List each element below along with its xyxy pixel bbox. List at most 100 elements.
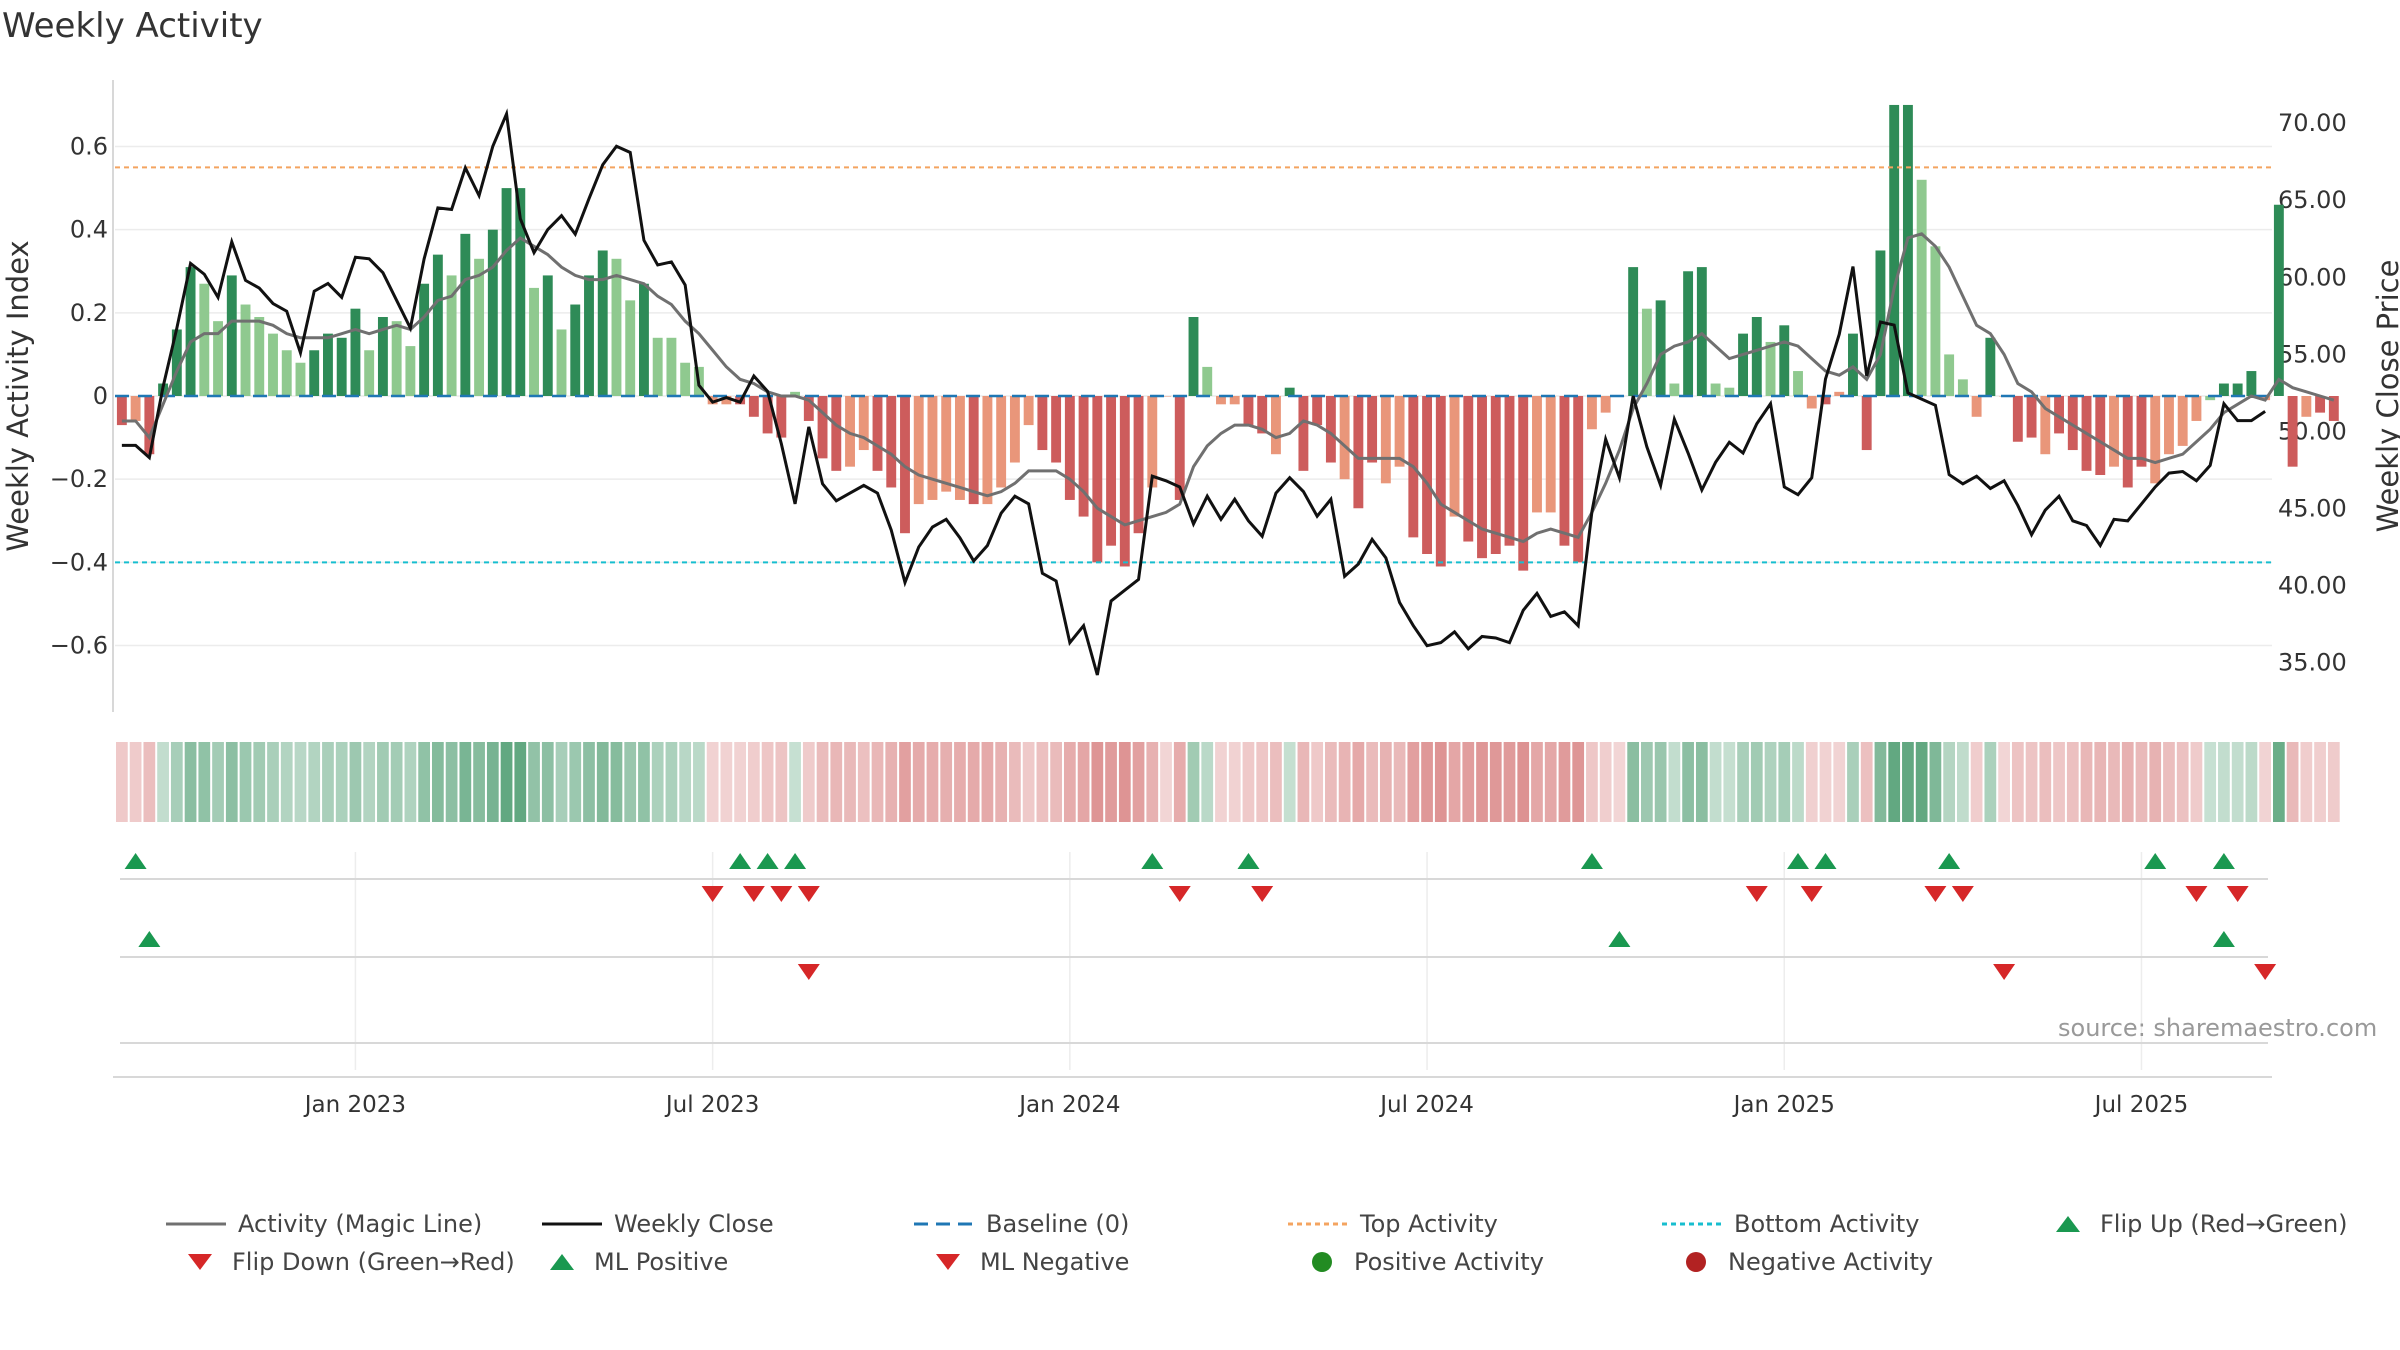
activity-strip-cell bbox=[1311, 742, 1324, 822]
legend-item-ml-positive: ML Positive bbox=[542, 1244, 728, 1280]
circle-icon bbox=[1686, 1252, 1706, 1272]
activity-bar bbox=[309, 350, 320, 396]
activity-bar bbox=[900, 396, 910, 534]
activity-bar bbox=[487, 229, 498, 396]
activity-strip-cell bbox=[981, 742, 994, 822]
activity-strip-cell bbox=[1737, 742, 1749, 822]
x-tick-label: Jan 2023 bbox=[303, 1092, 406, 1118]
activity-bar bbox=[446, 275, 457, 396]
flip-down-marker bbox=[701, 886, 724, 902]
legend-item-baseline: Baseline (0) bbox=[914, 1206, 1129, 1242]
activity-bar bbox=[144, 396, 155, 455]
activity-strip-cell bbox=[747, 742, 760, 822]
activity-strip-cell bbox=[2286, 742, 2299, 822]
activity-strip-cell bbox=[1050, 742, 1062, 822]
activity-strip-cell bbox=[624, 742, 637, 822]
activity-strip-cell bbox=[212, 742, 224, 822]
activity-strip-cell bbox=[528, 742, 540, 822]
activity-bar bbox=[556, 329, 567, 396]
activity-strip-cell bbox=[734, 742, 746, 822]
activity-strip-cell bbox=[1902, 742, 1914, 822]
flip-up-marker bbox=[1141, 853, 1164, 869]
activity-strip-cell bbox=[1256, 742, 1269, 822]
activity-bar bbox=[1161, 396, 1171, 397]
flip-down-marker bbox=[1251, 886, 1274, 902]
y-tick-label: 0.2 bbox=[70, 299, 108, 327]
activity-bar bbox=[1532, 396, 1542, 513]
activity-bar bbox=[982, 396, 993, 505]
activity-strip-cell bbox=[459, 742, 472, 822]
activity-strip-cell bbox=[1201, 742, 1214, 822]
activity-strip-cell bbox=[2094, 742, 2107, 822]
activity-bar bbox=[748, 396, 759, 417]
activity-bar bbox=[1229, 396, 1240, 405]
activity-strip-cell bbox=[2204, 742, 2217, 822]
activity-bar bbox=[1092, 396, 1103, 563]
activity-strip-cell bbox=[486, 742, 499, 822]
legend-label-ml-positive: ML Positive bbox=[594, 1248, 729, 1276]
activity-bar bbox=[845, 396, 855, 467]
activity-bar bbox=[460, 233, 471, 396]
activity-strip-cell bbox=[899, 742, 911, 822]
activity-bar bbox=[858, 396, 869, 451]
activity-strip-cell bbox=[1860, 742, 1873, 822]
activity-bar bbox=[954, 396, 965, 500]
activity-strip-cell bbox=[184, 742, 197, 822]
activity-strip-cell bbox=[679, 742, 692, 822]
activity-bar bbox=[2012, 396, 2023, 442]
activity-strip-cell bbox=[349, 742, 362, 822]
magic-line bbox=[121, 232, 2335, 544]
legend-item-close: Weekly Close bbox=[542, 1206, 774, 1242]
activity-strip-cell bbox=[157, 742, 169, 822]
activity-bar bbox=[1119, 396, 1130, 567]
activity-bar bbox=[1669, 383, 1680, 396]
activity-strip-cell bbox=[1723, 742, 1736, 822]
activity-bar bbox=[1325, 396, 1336, 463]
legend-label-ml-negative: ML Negative bbox=[980, 1248, 1130, 1276]
activity-bar bbox=[2273, 204, 2284, 396]
activity-strip-cell bbox=[1929, 742, 1942, 822]
activity-strip-cell bbox=[2190, 742, 2203, 822]
activity-strip-cell bbox=[967, 742, 980, 822]
activity-strip-cell bbox=[1957, 742, 1969, 822]
activity-bar bbox=[680, 362, 691, 396]
activity-strip-cell bbox=[267, 742, 279, 822]
x-tick-label: Jul 2025 bbox=[2093, 1092, 2189, 1118]
activity-strip-cell bbox=[2314, 742, 2326, 822]
activity-strip-cell bbox=[569, 742, 582, 822]
activity-bar bbox=[1765, 341, 1776, 396]
activity-bar bbox=[2315, 396, 2326, 413]
activity-bar bbox=[652, 337, 663, 396]
activity-bar bbox=[1174, 396, 1185, 500]
activity-strip-cell bbox=[1888, 742, 1901, 822]
legend-item-top: Top Activity bbox=[1288, 1206, 1498, 1242]
activity-bar bbox=[1848, 333, 1858, 396]
activity-strip-cell bbox=[1847, 742, 1859, 822]
activity-strip-cell bbox=[583, 742, 595, 822]
activity-strip-cell bbox=[555, 742, 568, 822]
legend-item-flip-up: Flip Up (Red→Green) bbox=[2048, 1206, 2348, 1242]
activity-bar bbox=[1216, 396, 1226, 405]
activity-bar bbox=[1655, 300, 1666, 396]
activity-bar bbox=[1422, 396, 1433, 554]
activity-strip-cell bbox=[1462, 742, 1475, 822]
activity-strip-cell bbox=[610, 742, 623, 822]
legend-item-negative-activity: Negative Activity bbox=[1676, 1244, 1933, 1280]
activity-bar bbox=[776, 396, 787, 438]
legend-label-bottom: Bottom Activity bbox=[1734, 1210, 1920, 1238]
activity-strip-cell bbox=[170, 742, 183, 822]
activity-bar bbox=[2054, 396, 2064, 434]
activity-bar bbox=[171, 329, 182, 396]
ml-negative-marker bbox=[797, 964, 820, 980]
activity-strip-cell bbox=[253, 742, 266, 822]
activity-strip-cell bbox=[1709, 742, 1722, 822]
flip-down-marker bbox=[770, 886, 793, 902]
baseline-swatch bbox=[914, 1222, 974, 1226]
activity-strip-cell bbox=[2135, 742, 2148, 822]
ml-negative-marker bbox=[2254, 964, 2277, 980]
activity-bar bbox=[254, 317, 265, 396]
activity-strip-cell bbox=[1833, 742, 1846, 822]
activity-strip-cell bbox=[2066, 742, 2079, 822]
activity-strip-cell bbox=[1379, 742, 1392, 822]
legend-label-flip-down: Flip Down (Green→Red) bbox=[232, 1248, 515, 1276]
